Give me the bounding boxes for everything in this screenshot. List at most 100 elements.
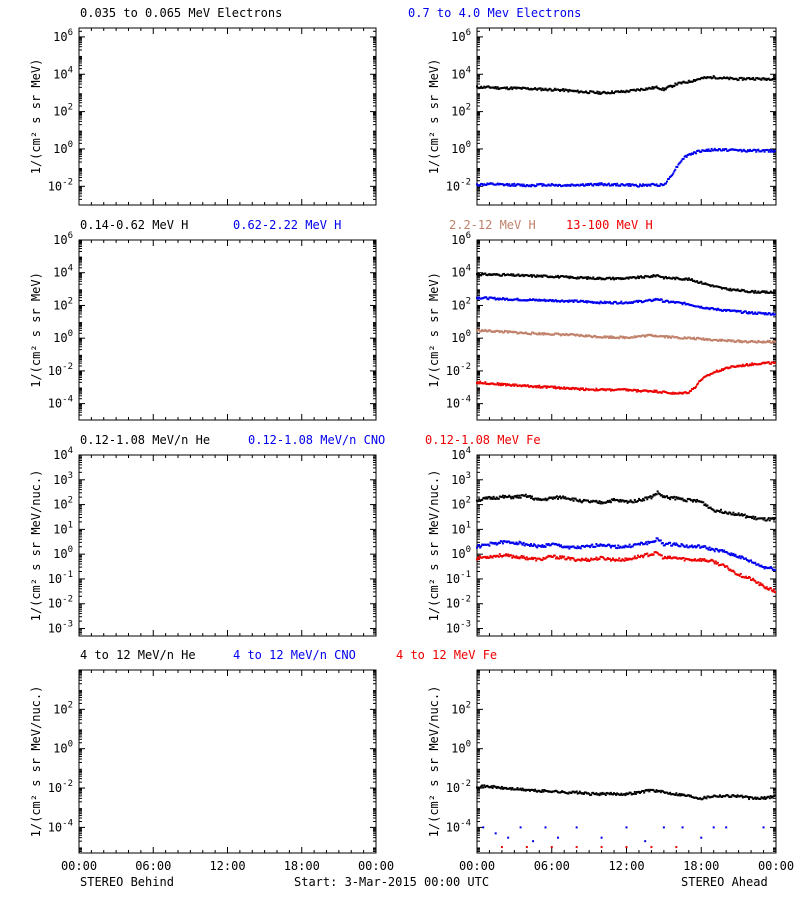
data-point [541, 544, 544, 547]
data-point [507, 331, 510, 334]
data-point [653, 551, 656, 554]
data-point [742, 365, 745, 368]
data-point [499, 330, 502, 333]
data-point [705, 504, 708, 507]
data-point [709, 796, 712, 799]
data-point [485, 557, 488, 560]
data-point [518, 298, 521, 301]
data-point [654, 493, 657, 496]
data-point [754, 311, 757, 314]
data-point [727, 77, 730, 80]
data-point [772, 588, 775, 591]
data-point [498, 495, 501, 498]
data-point [531, 385, 534, 388]
data-point [640, 299, 643, 302]
data-point [719, 149, 722, 152]
data-point [618, 337, 621, 340]
data-point [668, 301, 671, 304]
data-point [757, 363, 760, 366]
data-point [592, 276, 595, 279]
data-point [593, 545, 596, 548]
data-point [561, 333, 564, 336]
data-point [713, 794, 716, 797]
data-point [523, 299, 526, 302]
data-point [665, 791, 668, 794]
data-point [607, 276, 610, 279]
data-point [614, 559, 617, 562]
data-point [753, 362, 756, 365]
data-point [658, 789, 661, 792]
data-point [697, 78, 700, 81]
data-point [744, 363, 747, 366]
data-point [680, 337, 683, 340]
data-point [563, 386, 566, 389]
data-point [642, 543, 645, 546]
data-point [705, 306, 708, 309]
data-point [519, 331, 522, 334]
data-point [686, 794, 689, 797]
data-point [571, 333, 574, 336]
data-point [730, 795, 733, 798]
data-point [606, 91, 609, 94]
data-point [478, 498, 481, 501]
data-point [567, 184, 570, 187]
data-point [481, 543, 484, 546]
data-point [580, 501, 583, 504]
data-point [687, 794, 690, 797]
data-point [722, 148, 725, 151]
data-point [645, 789, 648, 792]
data-point [628, 337, 631, 340]
data-point [536, 498, 539, 501]
data-point [764, 519, 767, 522]
data-point [561, 496, 564, 499]
data-point [507, 184, 510, 187]
data-point [532, 298, 535, 301]
data-point [498, 87, 501, 90]
data-point [681, 278, 684, 281]
data-point [734, 309, 737, 312]
data-point [627, 301, 630, 304]
data-point [524, 558, 527, 561]
data-point [540, 332, 543, 335]
data-point [516, 787, 519, 790]
data-point [660, 335, 663, 338]
data-point [668, 392, 671, 395]
data-point [494, 497, 497, 500]
data-point [773, 292, 776, 295]
data-point [750, 77, 753, 80]
data-point [761, 565, 764, 568]
data-point [598, 276, 601, 279]
data-point [518, 331, 521, 334]
data-point [704, 307, 707, 310]
data-point [575, 547, 578, 550]
data-point [574, 184, 577, 187]
data-point [573, 388, 576, 391]
data-point [552, 542, 555, 545]
data-point [647, 183, 650, 186]
data-point [505, 495, 508, 498]
data-point [737, 149, 740, 152]
data-point [759, 340, 762, 343]
data-point [555, 543, 558, 546]
data-point [570, 183, 573, 186]
data-point [615, 498, 618, 501]
data-point [489, 296, 492, 299]
data-point [574, 90, 577, 93]
data-point [694, 338, 697, 341]
data-point [508, 183, 511, 186]
data-point [670, 277, 673, 280]
data-point [586, 544, 589, 547]
data-point [675, 792, 678, 795]
data-point [537, 183, 540, 186]
data-point [711, 795, 714, 798]
data-point [537, 87, 540, 90]
data-point [528, 88, 531, 91]
data-point [622, 545, 625, 548]
data-point [480, 785, 483, 788]
data-point [500, 785, 503, 788]
data-point [726, 794, 729, 797]
data-point [502, 382, 505, 385]
data-point [632, 792, 635, 795]
data-point [568, 88, 571, 91]
data-point [696, 305, 699, 308]
